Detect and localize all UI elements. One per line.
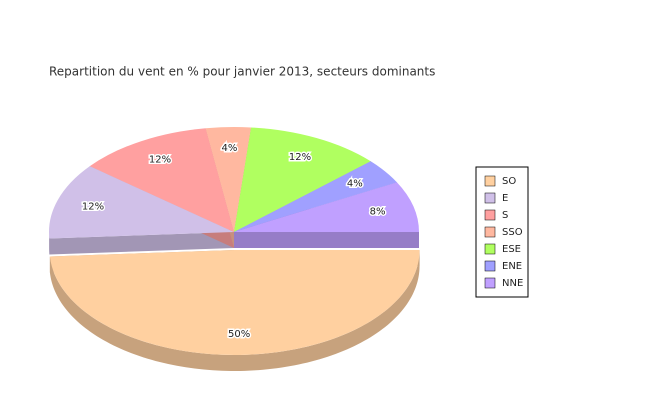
legend-label: E (502, 193, 508, 204)
legend-label: ESE (502, 244, 521, 255)
legend-swatch (484, 209, 496, 221)
legend-label: S (502, 210, 508, 221)
slice (49, 249, 420, 355)
legend-label: SO (502, 176, 516, 187)
slice-face (234, 232, 419, 248)
value-label: 4% (222, 143, 238, 154)
legend-swatch (484, 226, 496, 238)
legend-box (475, 166, 529, 298)
slice-face (49, 232, 234, 255)
legend-label: SSO (502, 227, 523, 238)
slice (205, 127, 252, 232)
value-label: 4% (347, 178, 363, 189)
legend-swatch (484, 277, 496, 289)
legend-swatch (484, 260, 496, 272)
legend-label: NNE (502, 278, 523, 289)
value-label: 50% (228, 329, 250, 340)
value-label: 8% (370, 207, 386, 218)
value-label: 12% (289, 152, 311, 163)
legend-swatch (484, 243, 496, 255)
tops (49, 127, 420, 355)
legend-label: ENE (502, 261, 522, 272)
legend-swatch (484, 192, 496, 204)
chart-title: Repartition du vent en % pour janvier 20… (49, 65, 435, 79)
slice (234, 182, 419, 232)
value-label: 12% (82, 202, 104, 213)
slice (234, 127, 371, 232)
legend-swatch (484, 175, 496, 187)
slice (89, 128, 235, 232)
slice (234, 161, 397, 232)
slice (49, 166, 234, 239)
value-label: 12% (149, 154, 171, 165)
labels: 50% 12% 12% 4% 12% 4% 8% (80, 142, 387, 342)
